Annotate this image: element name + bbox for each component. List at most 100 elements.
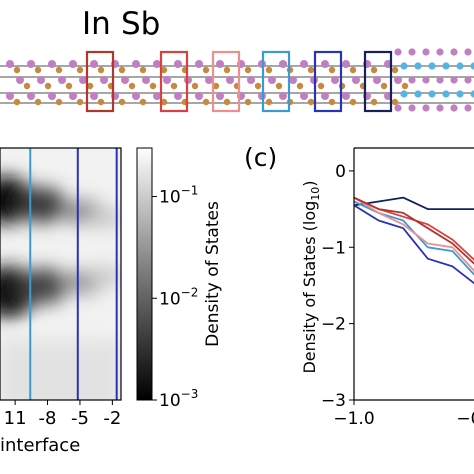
antimony-atom [76, 66, 84, 74]
indium-atom [100, 76, 108, 84]
substrate-atom [394, 48, 402, 56]
layer-boxes [85, 50, 393, 113]
antimony-atom [44, 82, 52, 90]
indium-atom [321, 60, 329, 68]
antimony-atom [265, 98, 273, 106]
atomic-structure [0, 48, 474, 113]
layer-box [261, 50, 291, 113]
indium-atom [205, 76, 213, 84]
substrate-atom [400, 90, 408, 98]
antimony-atom [307, 98, 315, 106]
antimony-atom [370, 66, 378, 74]
indium-atom [174, 60, 182, 68]
indium-atom [132, 60, 140, 68]
panel-c-label: (c) [244, 143, 277, 172]
antimony-atom [391, 98, 399, 106]
indium-atom [300, 92, 308, 100]
antimony-atom [13, 98, 21, 106]
heatmap-x-tick-label: -8 [39, 408, 57, 429]
substrate-atom [442, 62, 450, 70]
layer-box [211, 50, 241, 113]
substrate-atom [442, 90, 450, 98]
indium-atom [373, 76, 381, 84]
indium-atom [279, 60, 287, 68]
antimony-atom [128, 82, 136, 90]
substrate-atom [436, 48, 444, 56]
line-series-1 [354, 196, 474, 210]
antimony-atom [223, 98, 231, 106]
substrate-atom [470, 62, 474, 70]
substrate-atom [464, 76, 472, 84]
substrate-atom [428, 62, 436, 70]
substrate-atom [414, 90, 422, 98]
substrate-atom [428, 90, 436, 98]
indium-atom [195, 60, 203, 68]
antimony-atom [328, 98, 336, 106]
heatmap-frame [0, 147, 122, 401]
indium-atom [279, 92, 287, 100]
substrate-atom [450, 48, 458, 56]
line-y-ticks: 0 −1 −2 −3 [321, 162, 354, 411]
line-y-label: Density of States (log10) [300, 180, 322, 373]
antimony-atom [244, 98, 252, 106]
indium-atom [321, 92, 329, 100]
heatmap-panel: 11 -8 -5 -2 interface [0, 147, 122, 456]
layer-box [313, 50, 343, 113]
indium-atom [289, 76, 297, 84]
heatmap-x-tick-label: 11 [4, 408, 27, 429]
line-series-3 [354, 200, 474, 276]
substrate-atom [408, 104, 416, 112]
indium-atom [331, 76, 339, 84]
antimony-atom [275, 82, 283, 90]
substrate-atom [456, 90, 464, 98]
antimony-atom [370, 98, 378, 106]
layer-box [85, 50, 115, 113]
colorbar-label: Density of States [203, 201, 223, 347]
line-y-label-main: Density of States (log [300, 201, 319, 374]
antimony-atom [86, 82, 94, 90]
antimony-atom [202, 98, 210, 106]
antimony-atom [160, 66, 168, 74]
substrate-atom [470, 90, 474, 98]
antimony-atom [349, 66, 357, 74]
colorbar-tick-label: 10−2 [159, 285, 198, 309]
indium-atom [37, 76, 45, 84]
indium-atom [163, 76, 171, 84]
antimony-atom [349, 98, 357, 106]
antimony-atom [65, 82, 73, 90]
colorbar-gradient [136, 147, 153, 401]
indium-atom [195, 92, 203, 100]
indium-atom [132, 92, 140, 100]
antimony-atom [76, 98, 84, 106]
line-y-tick-label: −2 [321, 315, 346, 335]
line-series-2 [354, 204, 474, 285]
substrate-atom [400, 62, 408, 70]
antimony-atom [212, 82, 220, 90]
indium-atom [27, 92, 35, 100]
indium-atom [90, 92, 98, 100]
indium-atom [153, 92, 161, 100]
indium-atom [342, 92, 350, 100]
indium-atom [48, 60, 56, 68]
antimony-atom [139, 66, 147, 74]
line-series-6 [354, 196, 474, 265]
antimony-atom [254, 82, 262, 90]
line-y-label-close: ) [300, 180, 319, 186]
antimony-atom [317, 82, 325, 90]
antimony-atom [55, 98, 63, 106]
line-y-label-sub: 10 [309, 187, 322, 201]
indium-atom [69, 60, 77, 68]
antimony-atom [170, 82, 178, 90]
antimony-atom [97, 98, 105, 106]
line-x-tick-label: −0.5 [456, 409, 474, 429]
colorbar-tick-label: 10−3 [159, 387, 198, 411]
indium-atom [121, 76, 129, 84]
antimony-atom [149, 82, 157, 90]
line-y-tick-label: −1 [321, 238, 346, 258]
heatmap-x-tick-label: -5 [71, 408, 89, 429]
substrate-atom [394, 76, 402, 84]
indium-atom [16, 76, 24, 84]
substrate-atom [436, 76, 444, 84]
indium-atom [268, 76, 276, 84]
